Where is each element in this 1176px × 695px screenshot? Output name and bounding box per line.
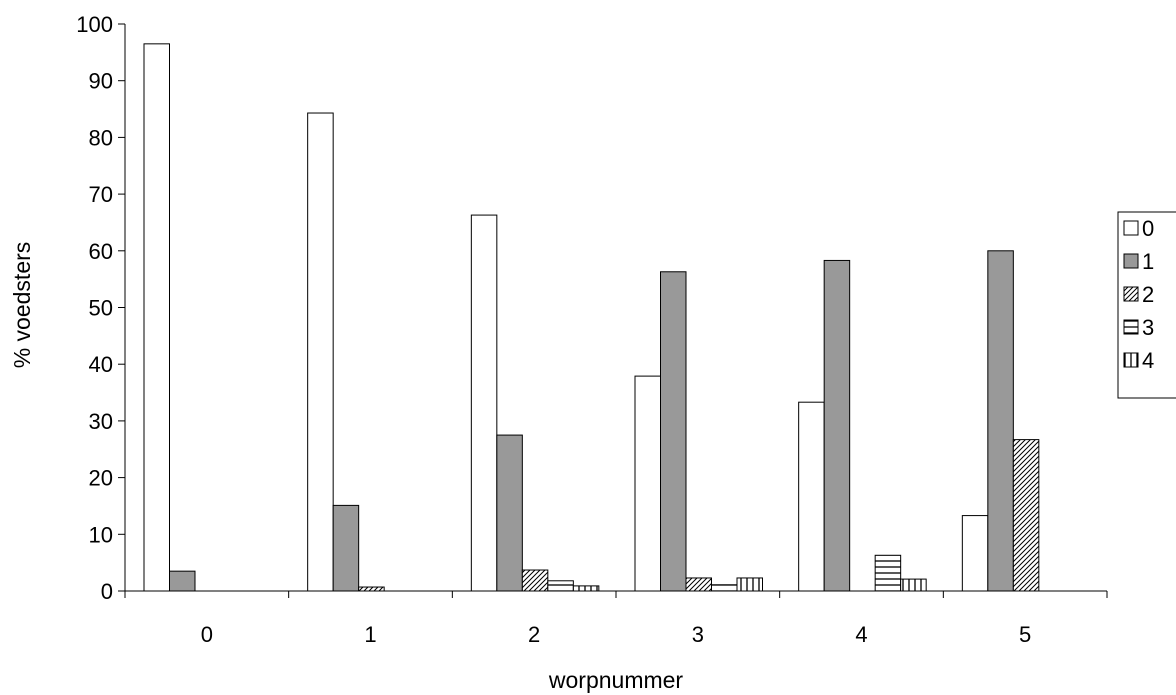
- bar-series-3-cat-3: [711, 584, 738, 592]
- bar-series-1-cat-0: [169, 570, 196, 592]
- x-axis: 0 1 2 3 4 5: [124, 590, 1108, 647]
- legend-label: 0: [1142, 216, 1154, 241]
- y-tick-label: 40: [89, 352, 113, 377]
- y-tick-label: 90: [89, 69, 113, 94]
- y-tick-label: 70: [89, 182, 113, 207]
- x-axis-title: worpnummer: [548, 667, 684, 693]
- bar-series-0-cat-0: [143, 43, 170, 592]
- legend-swatch: [1123, 220, 1139, 236]
- x-tick-label: 1: [364, 622, 376, 647]
- y-tick-label: 50: [89, 296, 113, 321]
- x-tick-label: 3: [692, 622, 704, 647]
- y-tick-label: 30: [89, 409, 113, 434]
- bar-series-4-cat-3: [736, 577, 763, 592]
- bar-series-0-cat-1: [307, 112, 334, 592]
- bar-series-4-cat-4: [900, 578, 927, 592]
- bar-series-2-cat-3: [685, 577, 712, 592]
- bar-series-0-cat-4: [798, 401, 825, 592]
- bar-series-4-cat-2: [572, 585, 600, 592]
- legend-label: 2: [1142, 282, 1154, 307]
- y-axis: 0 10 20 30 40 50 60 70 80 90 100: [76, 12, 126, 604]
- legend-label: 4: [1142, 348, 1154, 373]
- x-tick-label: 5: [1019, 622, 1031, 647]
- legend-swatch: [1123, 319, 1139, 335]
- bar-series-1-cat-3: [660, 271, 687, 592]
- bar-series-1-cat-4: [823, 259, 851, 592]
- x-tick-label: 2: [528, 622, 540, 647]
- legend-swatch: [1123, 352, 1139, 368]
- legend-label: 3: [1142, 315, 1154, 340]
- y-tick-label: 0: [101, 579, 113, 604]
- y-tick-label: 80: [89, 125, 113, 150]
- legend-swatch: [1123, 286, 1139, 302]
- legend-swatch: [1123, 253, 1139, 269]
- x-tick-label: 4: [855, 622, 867, 647]
- bar-series-1-cat-2: [496, 434, 523, 592]
- bar-series-3-cat-4: [874, 554, 902, 592]
- bar-series-1-cat-5: [987, 250, 1014, 592]
- bars: [143, 43, 1040, 592]
- y-axis-title: % voedsters: [9, 242, 35, 369]
- bar-series-2-cat-2: [521, 569, 549, 592]
- bar-series-2-cat-5: [1012, 439, 1040, 592]
- bar-series-0-cat-2: [470, 214, 498, 592]
- bar-series-1-cat-1: [332, 504, 360, 592]
- legend-label: 1: [1142, 249, 1154, 274]
- y-tick-label: 100: [76, 12, 113, 37]
- y-tick-label: 10: [89, 522, 113, 547]
- bar-series-0-cat-3: [634, 375, 661, 592]
- bar-series-3-cat-2: [547, 580, 574, 592]
- x-tick-label: 0: [201, 622, 213, 647]
- legend: 0 1 2 3 4: [1117, 211, 1176, 399]
- bar-series-0-cat-5: [961, 515, 989, 592]
- y-tick-label: 20: [89, 466, 113, 491]
- y-tick-label: 60: [89, 239, 113, 264]
- bar-series-2-cat-1: [358, 586, 385, 592]
